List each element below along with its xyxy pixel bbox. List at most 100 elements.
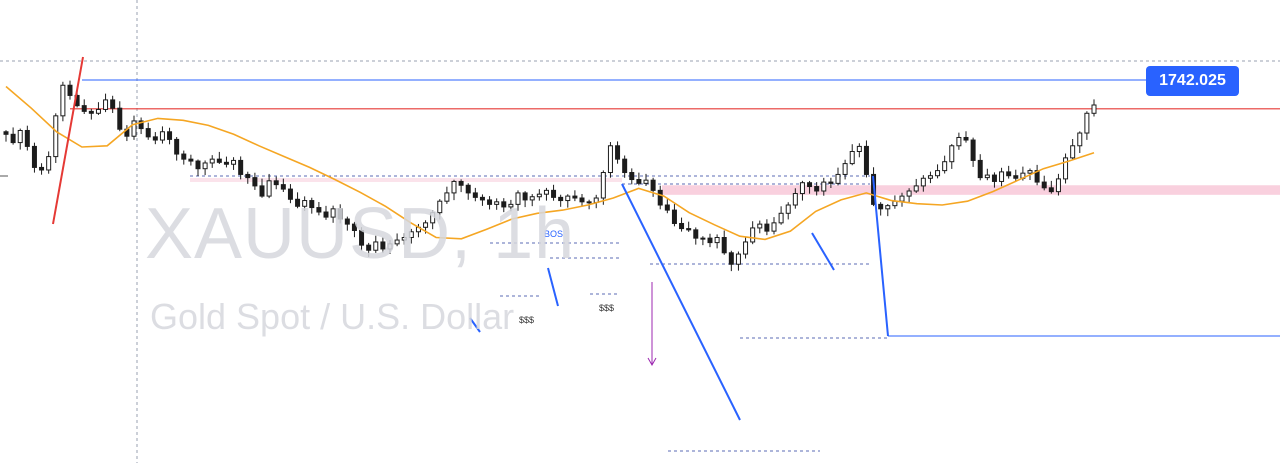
- candle: [479, 194, 485, 206]
- candle-body: [1041, 181, 1047, 189]
- candle: [792, 188, 798, 209]
- candle: [131, 115, 137, 140]
- candle-body: [174, 138, 180, 155]
- candle-body: [53, 115, 59, 158]
- candle-body: [757, 223, 763, 229]
- candle: [408, 228, 414, 244]
- impulse-leg-down-2: [872, 175, 889, 337]
- candle-body: [999, 171, 1005, 182]
- candle-body: [629, 172, 635, 181]
- minor-leg-1: [811, 232, 835, 271]
- candle: [458, 179, 464, 193]
- candle: [31, 142, 37, 173]
- candle: [323, 205, 329, 220]
- candle-body: [3, 131, 9, 135]
- candle-body: [906, 190, 912, 197]
- candle-body: [643, 179, 649, 184]
- candle: [878, 202, 884, 216]
- candle-body: [95, 108, 101, 114]
- candle-body: [856, 145, 862, 153]
- candle-body: [686, 228, 692, 231]
- candle-body: [1013, 175, 1019, 179]
- candle-body: [949, 145, 955, 163]
- candle: [935, 164, 941, 179]
- candle-body: [529, 196, 535, 201]
- candle: [1006, 165, 1012, 179]
- candle-body: [835, 173, 841, 184]
- candle: [842, 159, 848, 180]
- candle-body: [615, 145, 621, 160]
- candle-body: [103, 99, 109, 110]
- candle: [465, 183, 471, 200]
- candle-body: [650, 179, 656, 191]
- candle: [1055, 173, 1061, 196]
- candle-body: [423, 222, 429, 228]
- candle-body: [316, 207, 322, 213]
- candle-body: [145, 128, 151, 138]
- candle: [117, 101, 123, 132]
- impulse-leg-up: [52, 56, 84, 225]
- candle-body: [1077, 132, 1083, 147]
- candle-body: [359, 229, 365, 246]
- candle: [159, 126, 165, 144]
- candle-body: [714, 236, 720, 244]
- candle: [508, 199, 514, 212]
- candle: [259, 178, 265, 198]
- candle: [671, 204, 677, 227]
- moving-average: [5, 85, 1095, 241]
- candle-body: [792, 193, 798, 206]
- candle: [430, 210, 436, 230]
- candle: [437, 199, 443, 220]
- candle-body: [31, 145, 37, 168]
- demand-zone-rect: [662, 185, 1280, 195]
- candle: [885, 204, 891, 217]
- candle: [152, 132, 158, 145]
- candle: [46, 151, 52, 174]
- candle: [778, 206, 784, 225]
- candle-body: [657, 189, 663, 206]
- candle: [174, 137, 180, 161]
- candle: [906, 188, 912, 203]
- candle: [88, 108, 94, 120]
- candle-body: [863, 145, 869, 175]
- candle-body: [920, 177, 926, 187]
- candle: [1013, 169, 1019, 182]
- candle-body: [216, 158, 222, 163]
- candle: [394, 233, 400, 247]
- candle: [536, 189, 542, 201]
- candle: [209, 155, 215, 168]
- candle-body: [494, 201, 500, 205]
- candle-body: [110, 99, 116, 109]
- candle: [693, 227, 699, 245]
- candle-body: [437, 200, 443, 214]
- candle-body: [1034, 170, 1040, 183]
- liquidity-label-2: $$$: [599, 303, 614, 313]
- demand-zone: [190, 178, 1280, 195]
- candles: [3, 80, 1097, 272]
- candle: [529, 194, 535, 207]
- candle: [714, 234, 720, 249]
- candle: [821, 177, 827, 196]
- candle-body: [39, 166, 45, 171]
- candle-body: [956, 136, 962, 147]
- candle-body: [487, 199, 493, 205]
- candle-body: [231, 159, 237, 165]
- candle-body: [344, 218, 350, 225]
- candle: [558, 194, 564, 207]
- minor-leg-2: [547, 267, 559, 307]
- candle: [863, 140, 869, 178]
- candle-body: [117, 107, 123, 130]
- candle-body: [543, 189, 549, 195]
- candle-body: [351, 223, 357, 231]
- candle: [223, 156, 229, 168]
- candle-body: [636, 179, 642, 184]
- candle-body: [444, 192, 450, 202]
- candle: [743, 237, 749, 259]
- candle: [977, 154, 983, 181]
- candle-body: [551, 189, 557, 198]
- candle: [17, 128, 23, 150]
- price-badge[interactable]: 1742.025: [1146, 66, 1239, 96]
- candle: [650, 177, 656, 197]
